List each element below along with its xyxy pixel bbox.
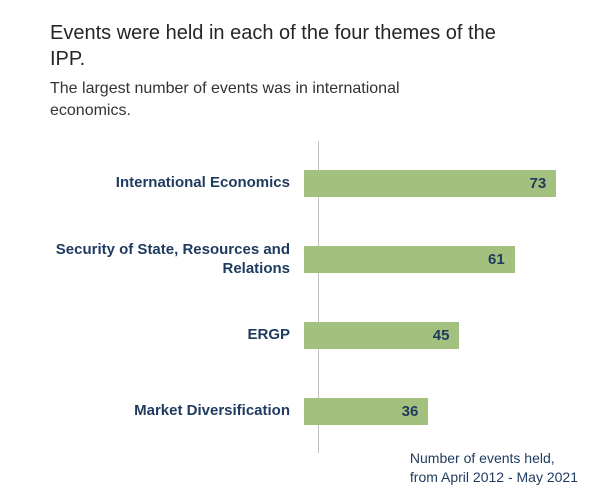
bar-area: 61 [304, 245, 564, 273]
chart-subtitle: The largest number of events was in inte… [50, 80, 400, 119]
category-label: Market Diversification [134, 402, 290, 420]
value-label: 73 [529, 174, 547, 192]
chart-row: International Economics 73 [28, 145, 564, 221]
category-label: International Economics [115, 174, 290, 192]
value-label: 45 [432, 326, 450, 344]
value-label: 61 [488, 250, 505, 268]
chart-rows: International Economics 73 Security of Sta… [28, 145, 564, 449]
category-label: ERGP [247, 326, 290, 344]
chart-row: ERGP 45 [28, 297, 564, 373]
chart-header: Events were held in each of the four the… [0, 0, 600, 121]
bar: 36 [304, 397, 429, 425]
value-label: 36 [401, 402, 419, 420]
bar-area: 73 [304, 169, 564, 197]
bar-chart: International Economics 73 Security of Sta… [28, 141, 564, 454]
chart-row: Security of State, Resources and Relatio… [28, 221, 564, 297]
bar-area: 36 [304, 397, 564, 425]
bar: 61 [304, 245, 515, 273]
category-label: Security of State, Resources and Relatio… [55, 240, 290, 278]
chart-title: Events were held in each of the four the… [50, 22, 496, 70]
chart-row: Market Diversification 36 [28, 373, 564, 449]
bar: 73 [304, 169, 557, 197]
y-axis-line [318, 141, 319, 454]
bar: 45 [304, 321, 460, 349]
bar-area: 45 [304, 321, 564, 349]
chart-caption: Number of events held, from April 2012 -… [409, 449, 578, 486]
